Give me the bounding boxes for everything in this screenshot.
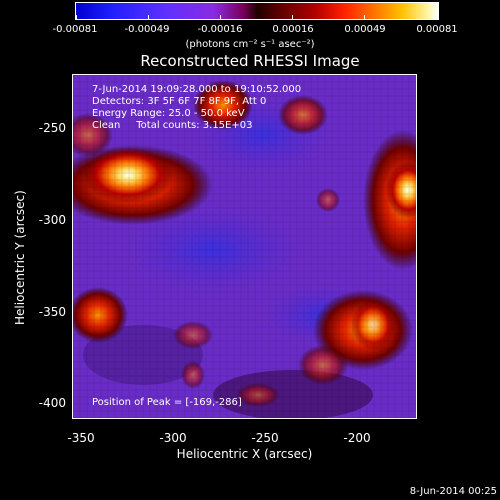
peak-position: Position of Peak = [-169,-286] [92, 397, 242, 408]
colorbar [75, 2, 439, 20]
x-axis-label: Heliocentric X (arcsec) [176, 447, 313, 461]
colorbar-tick-label: 0.00016 [272, 24, 314, 35]
x-tick-label: -300 [159, 431, 187, 445]
time-range: 7-Jun-2014 19:09:28.000 to 19:10:52.000 [92, 84, 302, 95]
x-tick-label: -350 [67, 431, 95, 445]
y-tick-label: -300 [38, 213, 66, 227]
x-tick-label: -250 [251, 431, 279, 445]
colorbar-tick-label: -0.00049 [124, 24, 170, 35]
footer-timestamp: 8-Jun-2014 00:25 [409, 486, 497, 497]
colorbar-tick-label: 0.00049 [344, 24, 386, 35]
energy-range: Energy Range: 25.0 - 50.0 keV [92, 108, 245, 119]
image-heatmap [73, 75, 416, 418]
reconstructed-image [72, 74, 417, 419]
x-tick-label: -200 [343, 431, 371, 445]
y-tick-label: -350 [38, 305, 66, 319]
colorbar-units: (photons cm⁻² s⁻¹ asec⁻²) [185, 39, 315, 50]
y-tick-label: -250 [38, 121, 66, 135]
clean-total-counts: Clean Total counts: 3.15E+03 [92, 120, 253, 131]
colorbar-tick-label: -0.00016 [197, 24, 243, 35]
image-title: Reconstructed RHESSI Image [140, 52, 360, 70]
colorbar-tick-label: -0.00081 [52, 24, 98, 35]
colorbar-tick-label: 0.00081 [416, 24, 458, 35]
detectors: Detectors: 3F 5F 6F 7F 8F 9F, Att 0 [92, 96, 267, 107]
y-tick-label: -400 [38, 396, 66, 410]
y-axis-label: Heliocentric Y (arcsec) [13, 190, 27, 325]
